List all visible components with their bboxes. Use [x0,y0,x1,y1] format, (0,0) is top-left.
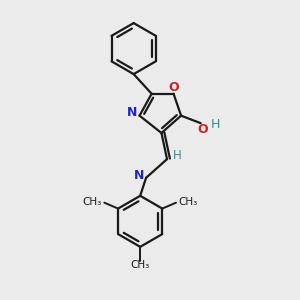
Text: CH₃: CH₃ [130,260,150,269]
Text: H: H [211,118,220,131]
Text: CH₃: CH₃ [178,197,198,207]
Text: O: O [197,123,208,136]
Text: H: H [173,149,182,162]
Text: N: N [127,106,137,119]
Text: O: O [168,81,179,94]
Text: N: N [134,169,144,182]
Text: CH₃: CH₃ [82,197,102,207]
